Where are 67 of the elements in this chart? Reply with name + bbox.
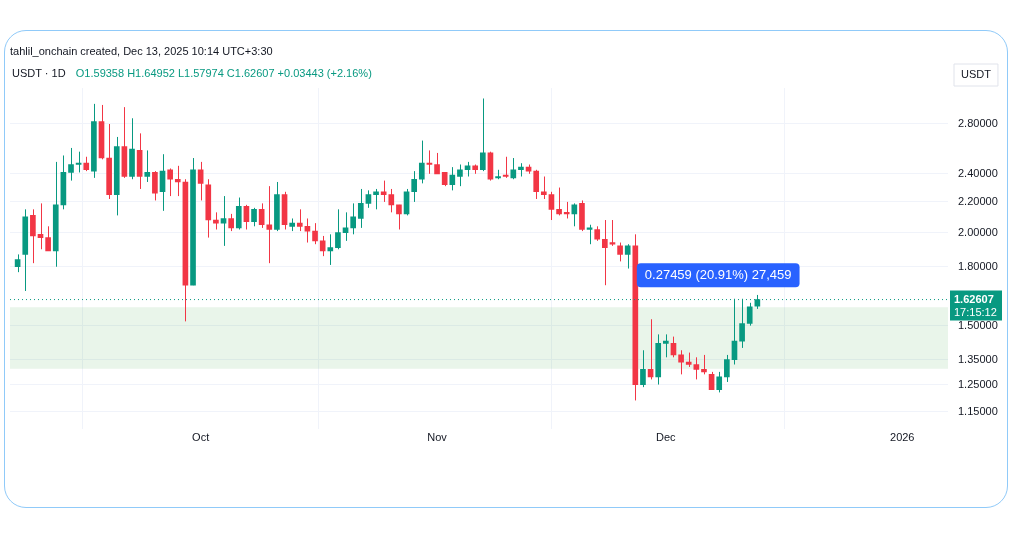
candlestick xyxy=(663,333,669,358)
candlestick xyxy=(457,164,463,187)
candlestick xyxy=(449,166,456,191)
candlestick xyxy=(335,208,341,250)
candlestick xyxy=(266,185,273,264)
candlestick xyxy=(418,140,425,184)
candlestick xyxy=(45,225,51,252)
candlestick xyxy=(701,354,707,375)
y-tick-label: 2.80000 xyxy=(958,117,998,130)
candlestick xyxy=(502,156,509,179)
candlestick xyxy=(617,242,623,262)
y-tick-label: 1.35000 xyxy=(958,352,998,365)
candlestick xyxy=(327,233,334,266)
band-label: 0.27459 (20.91%) 27,459 xyxy=(644,266,792,282)
x-tick-label: Nov xyxy=(427,431,448,444)
candlestick xyxy=(68,147,74,182)
text: tahlil_onchain created, Dec 13, 2025 10:14 UTC+3:30 xyxy=(10,45,273,58)
y-tick-label: 2.40000 xyxy=(958,166,998,179)
candlestick xyxy=(678,349,684,375)
y-tick-label: 2.20000 xyxy=(958,194,998,207)
candlestick xyxy=(251,207,257,227)
candlestick xyxy=(312,222,318,245)
candlestick xyxy=(167,167,173,197)
candlestick xyxy=(624,243,631,270)
candlestick xyxy=(556,187,562,216)
y-tick-label: 2.00000 xyxy=(958,225,998,238)
candlestick xyxy=(540,176,547,200)
candlestick xyxy=(716,371,723,393)
candlestick xyxy=(152,170,158,201)
candlestick xyxy=(571,202,578,227)
y-tick-label: 1.15000 xyxy=(958,404,998,417)
candlestick xyxy=(602,219,608,286)
candlestick xyxy=(357,188,364,229)
x-tick-label: Oct xyxy=(192,431,210,444)
candlestick xyxy=(479,97,486,172)
y-axis-title: USDT xyxy=(961,68,992,81)
x-tick-label: Dec xyxy=(656,431,677,444)
candlestick xyxy=(235,197,242,230)
candlestick xyxy=(30,208,36,264)
candlestick xyxy=(533,169,540,200)
candlestick xyxy=(396,204,402,230)
candlestick xyxy=(693,356,700,380)
y-tick-label: 1.50000 xyxy=(958,318,998,331)
candlestick xyxy=(640,349,646,388)
candlestick xyxy=(144,149,151,183)
candlestick xyxy=(174,165,181,197)
candlestick xyxy=(37,202,44,250)
candlestick xyxy=(411,170,418,203)
candlestick xyxy=(746,302,753,327)
y-tick-label: 1.25000 xyxy=(958,377,998,390)
candlestick xyxy=(350,202,356,235)
candlestick xyxy=(426,149,433,175)
candlestick xyxy=(510,157,517,180)
candlestick xyxy=(75,151,82,173)
candlestick xyxy=(197,161,204,201)
candlestick xyxy=(434,152,440,175)
chart-subtitle: O1.59358 H1.64952 L1.57974 C1.62607 +0.03443 (+2.16%) xyxy=(75,67,372,80)
candlestick xyxy=(373,188,379,210)
x-tick-label: 2026 xyxy=(890,431,915,444)
candlestick xyxy=(548,191,555,221)
ref-line-label: 1.62607 xyxy=(954,292,994,305)
candlestick xyxy=(609,219,616,247)
chart-title: USDT · 1D xyxy=(12,67,66,80)
candlestick xyxy=(724,354,730,383)
candlestick xyxy=(296,208,303,232)
y-tick-label: 1.80000 xyxy=(958,259,998,272)
text: 17:15:12 xyxy=(954,305,997,318)
